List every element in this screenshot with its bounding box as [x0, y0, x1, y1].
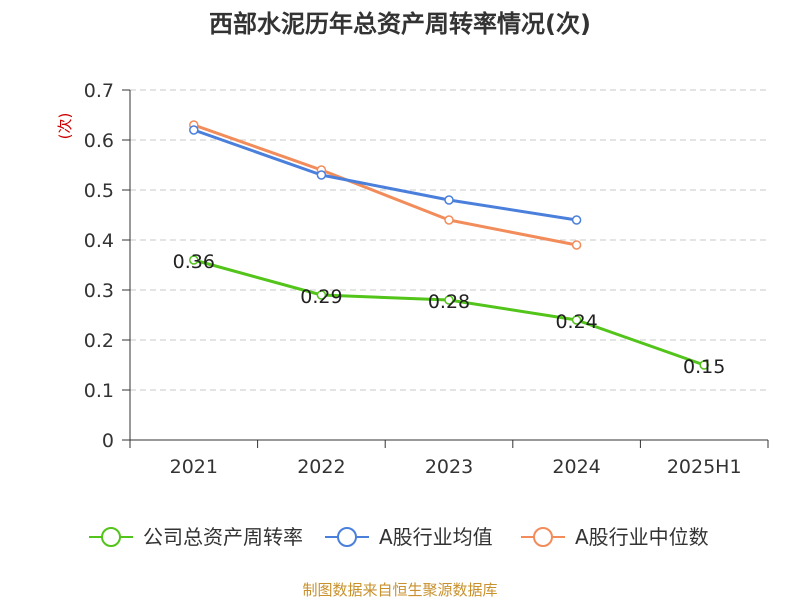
- series-group: [189, 120, 709, 370]
- data-point: [189, 255, 199, 265]
- x-tick-label: 2023: [425, 456, 473, 478]
- data-point: [444, 195, 454, 205]
- y-tick-label: 0: [102, 430, 114, 452]
- legend-item: A股行业均值: [325, 525, 493, 549]
- y-tick-label: 0.7: [84, 80, 114, 102]
- legend: 公司总资产周转率 A股行业均值 A股行业中位数: [89, 525, 709, 549]
- chart-title: 西部水泥历年总资产周转率情况(次): [209, 10, 591, 38]
- data-point: [699, 360, 709, 370]
- legend-marker: [533, 527, 553, 547]
- data-point: [444, 215, 454, 225]
- legend-label: A股行业中位数: [575, 525, 709, 549]
- y-tick-label: 0.5: [84, 180, 114, 202]
- data-point: [444, 295, 454, 305]
- data-point: [316, 290, 327, 300]
- legend-label: 公司总资产周转率: [143, 525, 303, 549]
- y-tick-label: 0.6: [84, 130, 114, 152]
- series-line: [193, 123, 577, 247]
- data-point: [189, 125, 199, 135]
- data-point: [571, 215, 582, 225]
- legend-marker: [101, 527, 121, 547]
- y-tick-label: 0.2: [84, 330, 114, 352]
- data-point: [571, 315, 582, 325]
- x-tick-label: 2022: [297, 456, 345, 478]
- data-point: [571, 240, 582, 250]
- data-label: 0.15: [683, 356, 725, 378]
- data-labels: 0.36 0.29 0.28 0.24 0.15: [173, 251, 726, 378]
- data-label: 0.28: [428, 291, 470, 313]
- source-note: 制图数据来自恒生聚源数据库: [302, 581, 497, 599]
- y-tick-label: 0.4: [84, 230, 114, 252]
- series-line: [193, 128, 577, 222]
- axes: 0 0.1 0.2 0.3 0.4 0.5 0.6 0.7 2021 2022 2023 2024 20…: [84, 80, 769, 478]
- legend-item: A股行业中位数: [521, 525, 709, 549]
- y-tick-label: 0.1: [84, 380, 114, 402]
- y-tick-label: 0.3: [84, 280, 114, 302]
- y-axis-label: (次): [56, 113, 74, 140]
- legend-label: A股行业均值: [379, 525, 493, 549]
- data-label: 0.24: [555, 311, 597, 333]
- x-tick-label: 2024: [552, 456, 600, 478]
- legend-marker: [337, 527, 357, 547]
- grid-lines: [130, 89, 768, 391]
- legend-item: 公司总资产周转率: [89, 525, 303, 549]
- x-tick-label: 2025H1: [667, 456, 742, 478]
- x-tick-label: 2021: [170, 456, 218, 478]
- data-label: 0.36: [173, 251, 215, 273]
- data-point: [316, 170, 327, 180]
- data-label: 0.29: [300, 286, 342, 308]
